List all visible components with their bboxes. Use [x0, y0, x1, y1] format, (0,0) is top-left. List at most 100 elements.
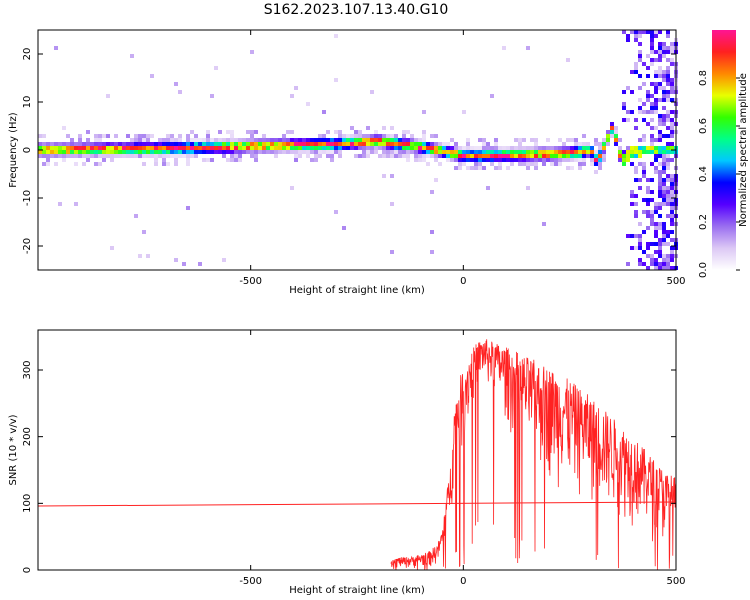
spectrogram-cell [670, 246, 674, 250]
spectrogram-cell [662, 226, 666, 230]
spectrogram-cell [650, 254, 654, 258]
spectrogram-cell [666, 254, 670, 258]
snr-x-ticks: -500 0 500 [239, 330, 686, 587]
spectrogram-cell [670, 174, 674, 178]
spectrogram-cell [642, 150, 646, 154]
spectrogram-cell [466, 166, 470, 170]
spectrogram-cell [290, 94, 294, 98]
spectrogram-cell [318, 150, 322, 154]
spectrogram-cell [362, 154, 366, 158]
spectrogram-cell [582, 158, 586, 162]
spectrogram-cell [470, 150, 474, 154]
spectrogram-cell [654, 90, 658, 94]
spectrogram-cell [506, 166, 510, 170]
spectrogram-cell [90, 146, 94, 150]
spectrogram-y-label: Frequency (Hz) [8, 112, 19, 188]
spectrogram-cell [554, 154, 558, 158]
spectrogram-cell [666, 118, 670, 122]
spectrogram-cell [670, 58, 674, 62]
spectrogram-cell [634, 66, 638, 70]
spectrogram-cell [506, 146, 510, 150]
spectrogram-cell [662, 134, 666, 138]
spectrogram-cell [430, 154, 434, 158]
spectrogram-cell [594, 142, 598, 146]
spectrogram-cell [510, 146, 514, 150]
spectrogram-cell [390, 202, 394, 206]
spectrogram-cell [382, 174, 386, 178]
spectrogram-cell [334, 78, 338, 82]
spectrogram-cell [142, 162, 146, 166]
spectrogram-cell [662, 158, 666, 162]
spectrogram-cell [422, 138, 426, 142]
spectrogram-cell [454, 142, 458, 146]
spectrogram-cell [398, 142, 402, 146]
spectrogram-cell [438, 150, 442, 154]
spectrogram-cell [438, 162, 442, 166]
spectrogram-cell [430, 230, 434, 234]
spectrogram-cell [414, 154, 418, 158]
spectrogram-cell [638, 146, 642, 150]
spectrogram-cell [610, 130, 614, 134]
spectrogram-cell [670, 50, 674, 54]
spectrogram-cell [146, 154, 150, 158]
spectrogram-cell [602, 146, 606, 150]
spectrogram-cell [618, 158, 622, 162]
spectrogram-cell [638, 50, 642, 54]
spectrogram-cell [118, 150, 122, 154]
spectrogram-cell [670, 118, 674, 122]
spectrogram-cell [434, 146, 438, 150]
spectrogram-cell [58, 150, 62, 154]
spectrogram-cell [330, 138, 334, 142]
spectrogram-cell [662, 194, 666, 198]
spectrogram-cell [454, 158, 458, 162]
spectrogram-cell [126, 146, 130, 150]
spectrogram-cell [594, 154, 598, 158]
spectrogram-cell [270, 138, 274, 142]
spectrogram-cell [558, 150, 562, 154]
spectrogram-cell [498, 150, 502, 154]
spectrogram-cell [458, 158, 462, 162]
spectrogram-cell [334, 210, 338, 214]
spectrogram-cell [658, 146, 662, 150]
spectrogram-cell [150, 150, 154, 154]
spectrogram-cell [354, 142, 358, 146]
spectrogram-cell [62, 146, 66, 150]
spectrogram-cell [350, 142, 354, 146]
spectrogram-cell [370, 138, 374, 142]
spectrogram-cell [514, 158, 518, 162]
spectrogram-cell [634, 154, 638, 158]
spectrogram-cell [78, 142, 82, 146]
spectrogram-cell [318, 134, 322, 138]
spectrogram-cell [222, 258, 226, 262]
spectrogram-cell [166, 162, 170, 166]
spectrogram-cell [422, 158, 426, 162]
spectrogram-cell [602, 154, 606, 158]
spectrogram-cell [646, 266, 650, 270]
spectrogram-cell [598, 166, 602, 170]
spectrogram-cell [382, 126, 386, 130]
spectrogram-cell [662, 166, 666, 170]
spectrogram-cell [490, 94, 494, 98]
spectrogram-cell [298, 154, 302, 158]
spectrogram-cell [426, 154, 430, 158]
spectrogram-cell [354, 138, 358, 142]
spectrogram-cell [294, 86, 298, 90]
spectrogram-cell [54, 142, 58, 146]
spectrogram-cell [54, 162, 58, 166]
spectrogram-cell [390, 126, 394, 130]
spectrogram-cell [590, 146, 594, 150]
spectrogram-cell [646, 190, 650, 194]
spectrogram-cell [322, 150, 326, 154]
spectrogram-cell [578, 162, 582, 166]
spectrogram-cell [598, 142, 602, 146]
spectrogram-cell [670, 122, 674, 126]
spectrogram-cell [246, 150, 250, 154]
spectrogram-cell [666, 174, 670, 178]
spectrogram-cell [418, 142, 422, 146]
x-tick-label: 500 [666, 576, 685, 587]
spectrogram-cell [594, 150, 598, 154]
spectrogram-cell [210, 142, 214, 146]
spectrogram-cell [658, 154, 662, 158]
spectrogram-cell [642, 250, 646, 254]
spectrogram-cell [354, 146, 358, 150]
